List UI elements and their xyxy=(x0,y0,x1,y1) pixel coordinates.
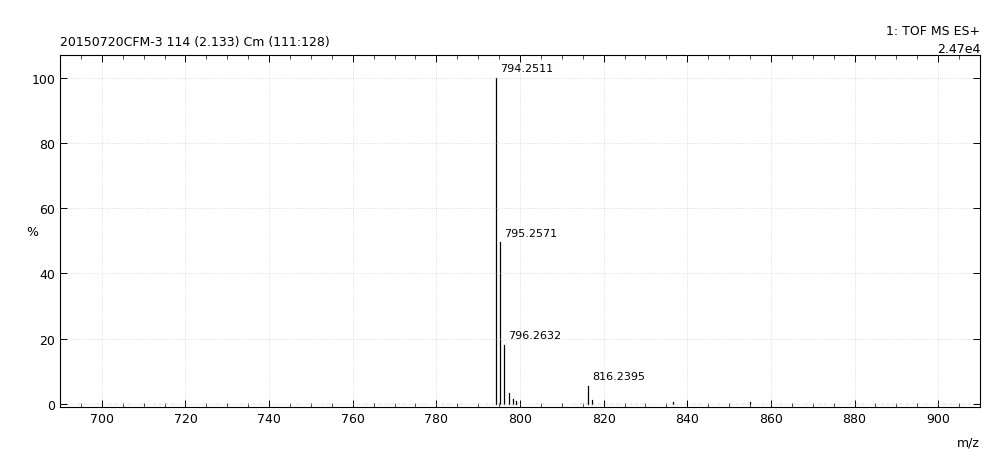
Text: 20150720CFM-3 114 (2.133) Cm (111:128): 20150720CFM-3 114 (2.133) Cm (111:128) xyxy=(60,36,330,49)
Text: 795.2571: 795.2571 xyxy=(504,228,557,238)
Text: 796.2632: 796.2632 xyxy=(509,331,562,341)
Text: 794.2511: 794.2511 xyxy=(500,63,553,74)
Text: 2.47e4: 2.47e4 xyxy=(937,43,980,56)
Text: 1: TOF MS ES+: 1: TOF MS ES+ xyxy=(886,25,980,38)
Text: m/z: m/z xyxy=(957,436,980,449)
Text: 816.2395: 816.2395 xyxy=(592,371,645,382)
Y-axis label: %: % xyxy=(26,225,38,238)
